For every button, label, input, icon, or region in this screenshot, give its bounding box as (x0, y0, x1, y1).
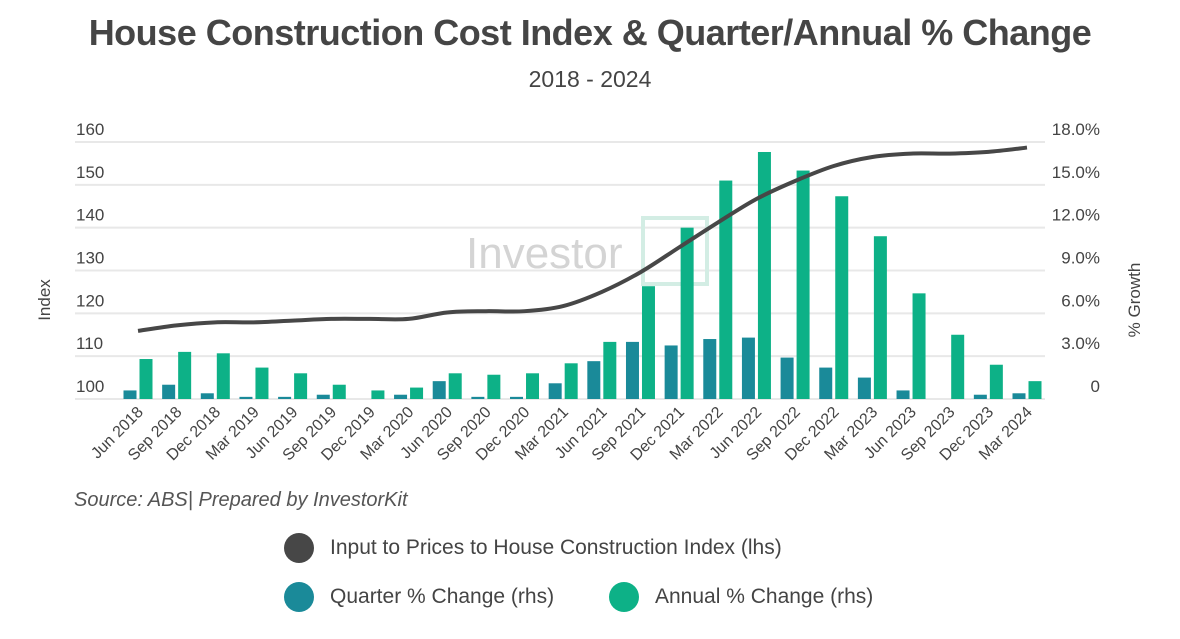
bar-annual (641, 286, 655, 399)
bar-quarter (471, 396, 485, 399)
legend-label: Quarter % Change (rhs) (330, 585, 555, 608)
y-tick-left: 120 (76, 291, 104, 310)
legend-dot-icon (609, 582, 639, 612)
bar-quarter (316, 394, 330, 399)
y-tick-right: 3.0% (1061, 334, 1100, 353)
bar-annual (603, 341, 617, 399)
bar-quarter (819, 367, 833, 399)
y-axis-label-left: Index (35, 279, 54, 321)
source-note: Source: ABS| Prepared by InvestorKit (74, 489, 408, 511)
y-tick-left: 130 (76, 249, 104, 268)
bar-quarter (703, 339, 717, 399)
bar-quarter (664, 345, 678, 399)
y-tick-left: 110 (76, 334, 103, 353)
bar-annual (796, 170, 810, 399)
y-tick-right: 12.0% (1052, 206, 1100, 225)
bar-annual (989, 364, 1003, 399)
y-tick-right: 6.0% (1061, 291, 1100, 310)
bar-quarter (587, 361, 601, 399)
bar-quarter (239, 396, 253, 399)
chart-subtitle: 2018 - 2024 (528, 66, 652, 92)
bar-quarter (510, 396, 524, 399)
legend-label: Annual % Change (rhs) (655, 585, 874, 608)
watermark-logo: Investor (466, 229, 623, 278)
bar-annual (526, 373, 540, 399)
bar-quarter (162, 384, 176, 399)
bar-annual (294, 373, 308, 399)
bar-annual (371, 390, 385, 399)
y-tick-right: 15.0% (1052, 163, 1100, 182)
bar-quarter (123, 390, 137, 399)
bar-quarter (548, 383, 562, 399)
legend-item-index: Input to Prices to House Construction In… (284, 533, 782, 563)
legend-item-quarter: Quarter % Change (rhs) (284, 582, 554, 612)
bar-annual (487, 374, 501, 399)
legend-item-annual: Annual % Change (rhs) (609, 582, 873, 612)
bar-quarter (278, 396, 292, 399)
bar-annual (410, 387, 424, 399)
bar-annual (951, 334, 965, 399)
bar-quarter (200, 393, 214, 399)
bar-quarter (780, 357, 794, 399)
y-tick-left: 160 (76, 120, 104, 139)
bar-quarter (896, 390, 910, 399)
bar-annual (332, 384, 346, 399)
chart-title: House Construction Cost Index & Quarter/… (88, 12, 1092, 53)
bar-annual (216, 353, 230, 399)
bar-quarter (857, 377, 871, 399)
bar-annual (255, 367, 269, 399)
y-tick-left: 150 (76, 163, 104, 182)
bar-quarter (741, 337, 755, 399)
y-tick-right: 18.0% (1052, 120, 1100, 139)
bar-annual (912, 293, 926, 399)
y-axis-label-right: % Growth (1125, 263, 1144, 338)
bar-quarter (625, 341, 639, 399)
bar-annual (564, 363, 578, 399)
index-line (137, 145, 1028, 333)
bar-quarter (973, 394, 987, 399)
bar-annual (139, 359, 153, 399)
y-tick-left: 100 (76, 377, 104, 396)
bar-annual (448, 373, 462, 399)
y-tick-left: 140 (76, 206, 104, 225)
bar-annual (178, 351, 192, 399)
bar-annual (680, 227, 694, 399)
bar-annual (757, 151, 771, 399)
legend-label: Input to Prices to House Construction In… (330, 536, 782, 559)
y-tick-right: 0 (1091, 377, 1100, 396)
bar-quarter (1012, 393, 1026, 399)
y-tick-right: 9.0% (1061, 249, 1100, 268)
bar-annual (719, 180, 733, 399)
legend-dot-icon (284, 582, 314, 612)
bar-quarter (394, 394, 408, 399)
bar-annual (835, 196, 849, 399)
legend-dot-icon (284, 533, 314, 563)
watermark-logo-box (641, 216, 709, 286)
bar-annual (1028, 381, 1042, 399)
bar-annual (873, 236, 887, 399)
bar-quarter (432, 381, 446, 399)
